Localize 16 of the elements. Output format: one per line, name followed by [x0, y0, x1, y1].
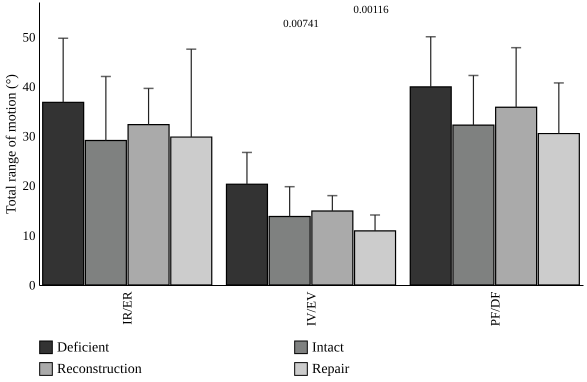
legend-label: Intact: [312, 340, 344, 356]
legend-label: Deficient: [57, 340, 110, 356]
y-axis-title: Total range of motion (°): [4, 74, 20, 214]
legend-label: Repair: [312, 362, 350, 377]
y-tick-label: 0: [29, 278, 36, 292]
y-tick-label: 50: [22, 29, 36, 44]
y-tick-label: 10: [22, 228, 36, 243]
x-tick-label: PF/DF: [487, 292, 502, 326]
x-tick-label: IV/EV: [304, 290, 318, 326]
y-tick-label: 30: [22, 128, 36, 144]
y-tick-label: 20: [22, 178, 36, 194]
x-tick-label: IR/ER: [120, 291, 135, 325]
legend-label: Reconstruction: [57, 362, 142, 377]
y-tick-label: 40: [22, 78, 36, 94]
annotation: 0.00741: [283, 18, 319, 30]
annotation: 0.00116: [353, 4, 390, 16]
